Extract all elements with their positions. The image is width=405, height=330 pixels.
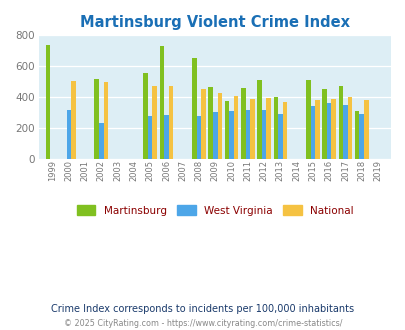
Bar (233, 96, 238, 159)
Bar (266, 98, 270, 159)
Bar (201, 89, 205, 159)
Bar (305, 80, 310, 159)
Bar (363, 100, 368, 159)
Bar (103, 82, 108, 159)
Bar (282, 102, 286, 159)
Bar (71, 81, 75, 159)
Bar (358, 114, 363, 159)
Bar (314, 100, 319, 159)
Bar (217, 93, 222, 159)
Bar (261, 110, 266, 159)
Bar (208, 86, 213, 159)
Bar (164, 115, 168, 159)
Bar (273, 97, 277, 159)
Bar (66, 110, 71, 159)
Bar (354, 111, 358, 159)
Bar (240, 88, 245, 159)
Bar (213, 112, 217, 159)
Bar (245, 110, 249, 159)
Bar (310, 106, 314, 159)
Bar (147, 116, 152, 159)
Bar (330, 99, 335, 159)
Bar (322, 89, 326, 159)
Bar (347, 97, 352, 159)
Bar (152, 86, 157, 159)
Bar (229, 111, 233, 159)
Bar (277, 114, 282, 159)
Bar (326, 103, 330, 159)
Bar (342, 105, 347, 159)
Bar (257, 80, 261, 159)
Text: © 2025 CityRating.com - https://www.cityrating.com/crime-statistics/: © 2025 CityRating.com - https://www.city… (64, 319, 341, 328)
Bar (338, 86, 342, 159)
Bar (192, 58, 196, 159)
Bar (224, 101, 229, 159)
Bar (45, 45, 50, 159)
Bar (196, 116, 201, 159)
Text: Crime Index corresponds to incidents per 100,000 inhabitants: Crime Index corresponds to incidents per… (51, 304, 354, 314)
Bar (99, 123, 103, 159)
Bar (143, 73, 147, 159)
Title: Martinsburg Violent Crime Index: Martinsburg Violent Crime Index (80, 15, 350, 30)
Legend: Martinsburg, West Virginia, National: Martinsburg, West Virginia, National (72, 201, 357, 220)
Bar (168, 86, 173, 159)
Bar (94, 79, 99, 159)
Bar (159, 46, 164, 159)
Bar (249, 99, 254, 159)
